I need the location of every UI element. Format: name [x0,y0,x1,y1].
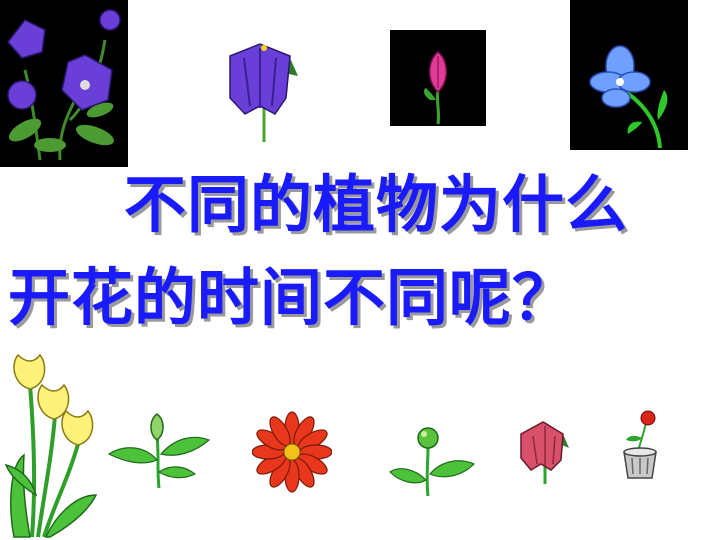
title-line-2: 开花的时间不同呢？ [8,261,576,334]
bellflower-icon [220,36,302,144]
green-bud-with-leaves-icon [105,410,213,490]
yellow-tulips-icon [0,345,105,540]
green-sprout-icon [388,424,476,498]
title-line-1: 不同的植物为什么 [124,168,629,241]
title-line-1-shadow: 不同的植物为什么 [127,171,632,244]
title-line-2-shadow: 开花的时间不同呢？ [11,264,579,337]
balloon-flower-icon [0,0,128,167]
pink-bud-on-black-icon [390,30,486,126]
red-bell-flower-icon [515,418,571,486]
red-daisy-icon [252,410,332,496]
blue-flower-on-black-icon [570,0,688,150]
rose-in-pot-icon [618,408,664,480]
